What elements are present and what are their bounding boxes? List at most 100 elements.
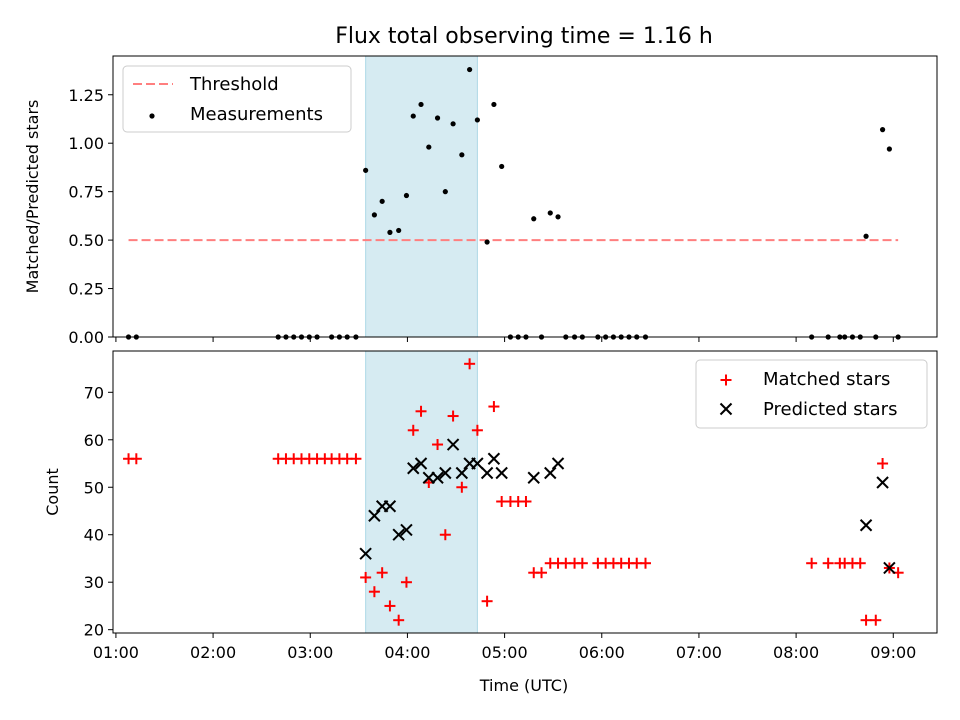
measurement-point: [474, 117, 480, 123]
top-panel: 0.00 0.25 0.50 0.75 1.00 1.25 Matched/Predict…: [23, 55, 938, 347]
legend-measurements-label: Measurements: [190, 104, 323, 125]
measurement-point: [450, 121, 456, 127]
matched-point: [576, 557, 588, 569]
top-ytick-label: 0.25: [68, 280, 104, 299]
measurement-point: [499, 163, 505, 170]
measurement-point: [387, 229, 393, 235]
measurement-point: [547, 210, 553, 216]
predicted-point: [471, 457, 484, 470]
matched-point: [350, 453, 362, 465]
matched-point: [432, 439, 444, 451]
predicted-point: [455, 466, 469, 480]
legend-predicted-marker: [719, 402, 733, 416]
xtick-label: 06:00: [579, 643, 625, 662]
bottom-xaxis: 01:00 02:00 03:00 04:00 05:00 06:00 07:00 08:00…: [93, 633, 916, 662]
predicted-point-b: [368, 509, 381, 522]
bottom-y-axis-label: Count: [43, 468, 62, 516]
predicted-point: [551, 457, 565, 470]
top-ytick-label: 1.00: [68, 134, 104, 153]
predicted-point: [407, 462, 420, 475]
predicted-point: [495, 466, 508, 480]
predicted-point: [414, 457, 428, 470]
bottom-ytick-label: 60: [84, 431, 104, 450]
measurement-point: [459, 152, 465, 158]
measurement-point: [863, 233, 869, 239]
predicted-point-b: [487, 452, 501, 465]
matched-point: [639, 557, 651, 569]
matched-point: [870, 614, 882, 626]
predicted-point-b: [383, 500, 397, 513]
predicted-point-b: [876, 476, 889, 489]
legend-predicted-label: Predicted stars: [763, 399, 897, 420]
top-highlight-span: [365, 55, 478, 338]
matched-point: [854, 557, 866, 569]
top-ytick-label: 0.00: [68, 328, 104, 347]
predicted-point: [859, 519, 873, 532]
bottom-ytick-label: 40: [84, 526, 104, 545]
matched-point: [471, 424, 483, 436]
count-points: [123, 358, 904, 626]
matched-point: [415, 405, 427, 417]
bottom-highlight-span: [365, 350, 478, 634]
measurement-point: [396, 227, 402, 234]
predicted-point: [883, 561, 896, 575]
predicted-point: [876, 476, 889, 489]
xtick-label: 04:00: [384, 643, 430, 662]
matched-point: [384, 600, 396, 612]
matched-point: [376, 567, 388, 579]
bottom-panel: 20 30 40 50 60 70 01:00 02:00 03:00 04:00 05:00 06…: [43, 350, 938, 695]
legend-predicted-swatch: [719, 402, 733, 416]
matched-point: [447, 410, 459, 422]
matched-point: [400, 576, 412, 588]
matched-point: [806, 557, 818, 569]
predicted-point: [544, 466, 557, 480]
measurement-point: [363, 167, 369, 173]
measurement-point: [418, 101, 424, 108]
chart-title: Flux total observing time = 1.16 h: [335, 24, 713, 49]
predicted-point-b: [544, 466, 557, 480]
legend-predicted-marker-b: [719, 402, 733, 416]
matched-point: [368, 586, 380, 598]
measurement-point: [491, 101, 497, 108]
x-axis-label: Time (UTC): [479, 676, 568, 695]
matched-point: [488, 401, 500, 413]
bottom-ytick-label: 20: [84, 621, 104, 640]
measurement-point: [467, 66, 473, 73]
predicted-point: [383, 500, 397, 513]
measurement-point: [426, 144, 432, 150]
predicted-point-b: [471, 457, 484, 470]
top-ytick-label: 1.25: [68, 86, 104, 105]
predicted-point: [480, 466, 494, 480]
measurement-point: [531, 216, 537, 222]
matched-point: [520, 495, 532, 507]
predicted-point: [392, 528, 405, 541]
top-y-axis-label: Matched/Predicted stars: [23, 100, 42, 294]
legend-matched-marker: [720, 374, 732, 386]
matched-point: [456, 481, 468, 493]
matched-point: [464, 358, 476, 370]
xtick-label: 05:00: [482, 643, 528, 662]
top-plot-frame: [112, 55, 938, 338]
predicted-point-b: [480, 466, 494, 480]
predicted-point-b: [551, 457, 565, 470]
predicted-point: [487, 452, 501, 465]
predicted-point-b: [431, 471, 444, 484]
xtick-label: 01:00: [93, 643, 139, 662]
measurement-point: [879, 127, 886, 133]
bottom-legend: Matched stars Predicted stars: [695, 359, 928, 429]
predicted-point: [400, 523, 413, 537]
top-legend-box: [122, 65, 352, 133]
predicted-point-b: [859, 519, 873, 532]
predicted-point-b: [414, 457, 428, 470]
predicted-point-b: [455, 466, 469, 480]
predicted-point-b: [883, 561, 896, 575]
predicted-point: [431, 471, 444, 484]
predicted-point-b: [527, 471, 540, 484]
matched-point: [360, 571, 372, 583]
xtick-label: 03:00: [287, 643, 333, 662]
measurement-point: [403, 192, 410, 199]
predicted-point: [439, 466, 452, 480]
matched-point: [822, 557, 834, 569]
xtick-label: 07:00: [676, 643, 722, 662]
measurement-point: [434, 115, 441, 121]
